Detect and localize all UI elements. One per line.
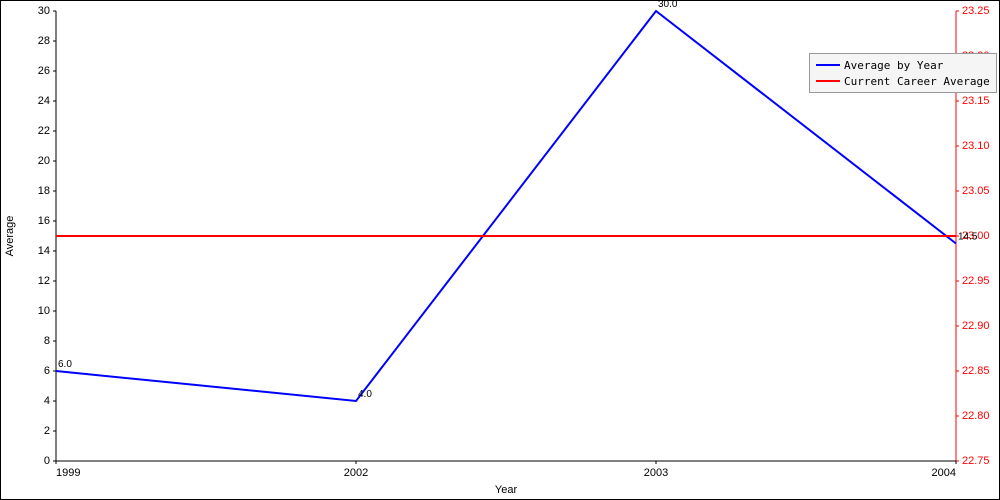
svg-text:2004: 2004 bbox=[932, 467, 956, 479]
svg-text:22.90: 22.90 bbox=[962, 320, 990, 332]
svg-text:12: 12 bbox=[38, 275, 50, 287]
legend-label: Current Career Average bbox=[844, 75, 990, 88]
svg-text:22.95: 22.95 bbox=[962, 275, 990, 287]
chart-container: 024681012141618202224262830Average22.752… bbox=[0, 0, 1000, 500]
svg-text:22.75: 22.75 bbox=[962, 455, 990, 467]
svg-text:10: 10 bbox=[38, 305, 50, 317]
svg-text:6: 6 bbox=[44, 365, 50, 377]
svg-text:23.05: 23.05 bbox=[962, 185, 990, 197]
svg-text:30.0: 30.0 bbox=[658, 1, 678, 10]
legend-item: Current Career Average bbox=[816, 73, 990, 89]
svg-text:0: 0 bbox=[44, 455, 50, 467]
svg-text:22: 22 bbox=[38, 125, 50, 137]
svg-text:22.85: 22.85 bbox=[962, 365, 990, 377]
svg-text:8: 8 bbox=[44, 335, 50, 347]
svg-text:Year: Year bbox=[495, 484, 518, 496]
svg-text:18: 18 bbox=[38, 185, 50, 197]
svg-text:2002: 2002 bbox=[344, 467, 368, 479]
svg-text:4.0: 4.0 bbox=[358, 389, 372, 400]
svg-text:16: 16 bbox=[38, 215, 50, 227]
svg-text:1999: 1999 bbox=[56, 467, 80, 479]
svg-text:22.80: 22.80 bbox=[962, 410, 990, 422]
svg-text:2: 2 bbox=[44, 425, 50, 437]
svg-text:14.5: 14.5 bbox=[958, 232, 978, 243]
legend-item: Average by Year bbox=[816, 57, 990, 73]
svg-text:6.0: 6.0 bbox=[58, 359, 72, 370]
svg-text:14: 14 bbox=[38, 245, 50, 257]
svg-text:23.25: 23.25 bbox=[962, 5, 990, 17]
legend-swatch bbox=[816, 80, 840, 82]
svg-text:23.10: 23.10 bbox=[962, 140, 990, 152]
svg-text:26: 26 bbox=[38, 65, 50, 77]
svg-text:23.15: 23.15 bbox=[962, 95, 990, 107]
svg-text:Average: Average bbox=[4, 216, 16, 257]
legend-label: Average by Year bbox=[844, 59, 943, 72]
svg-text:28: 28 bbox=[38, 35, 50, 47]
svg-text:2003: 2003 bbox=[644, 467, 668, 479]
legend-swatch bbox=[816, 64, 840, 66]
svg-text:24: 24 bbox=[38, 95, 50, 107]
legend: Average by Year Current Career Average bbox=[809, 53, 997, 93]
svg-text:20: 20 bbox=[38, 155, 50, 167]
svg-text:4: 4 bbox=[44, 395, 50, 407]
svg-text:30: 30 bbox=[38, 5, 50, 17]
